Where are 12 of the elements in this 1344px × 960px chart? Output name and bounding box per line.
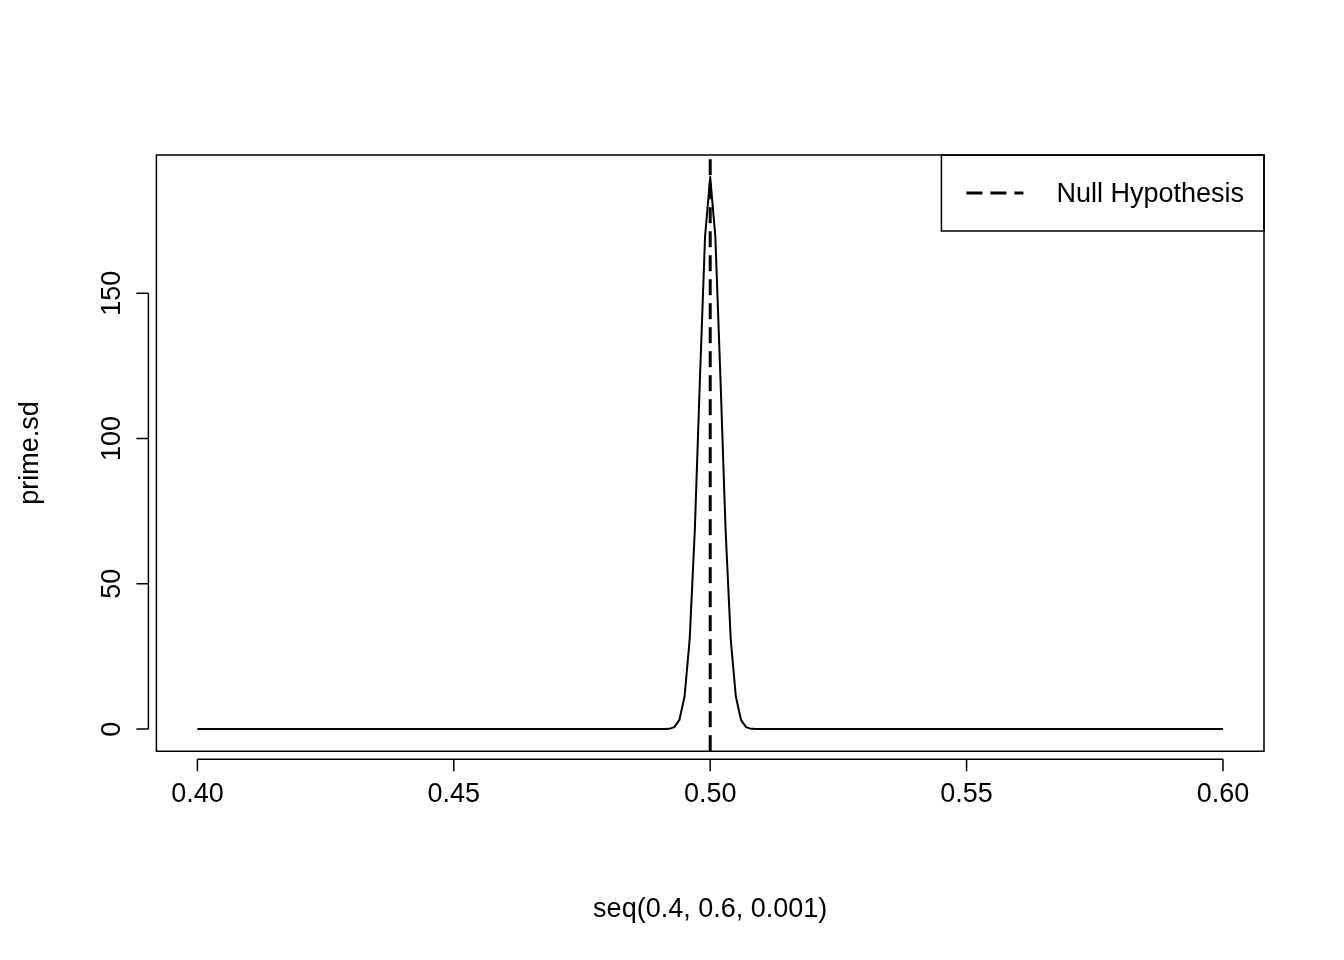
ref-line-label: Null Hypothesis [1056,178,1244,209]
x-tick-label: 0.55 [940,778,993,809]
x-tick-label: 0.60 [1196,778,1250,809]
y-axis-title: prime.sd [13,401,44,505]
x-tick-label: 0.45 [427,778,481,809]
y-tick-label: 0 [96,721,127,737]
x-axis-title: seq(0.4, 0.6, 0.001) [593,893,828,924]
y-tick-label: 150 [96,270,127,316]
y-tick-label: 50 [96,568,127,599]
y-tick-label: 100 [96,416,127,462]
x-tick-label: 0.50 [683,778,737,809]
x-tick-label: 0.40 [171,778,224,809]
